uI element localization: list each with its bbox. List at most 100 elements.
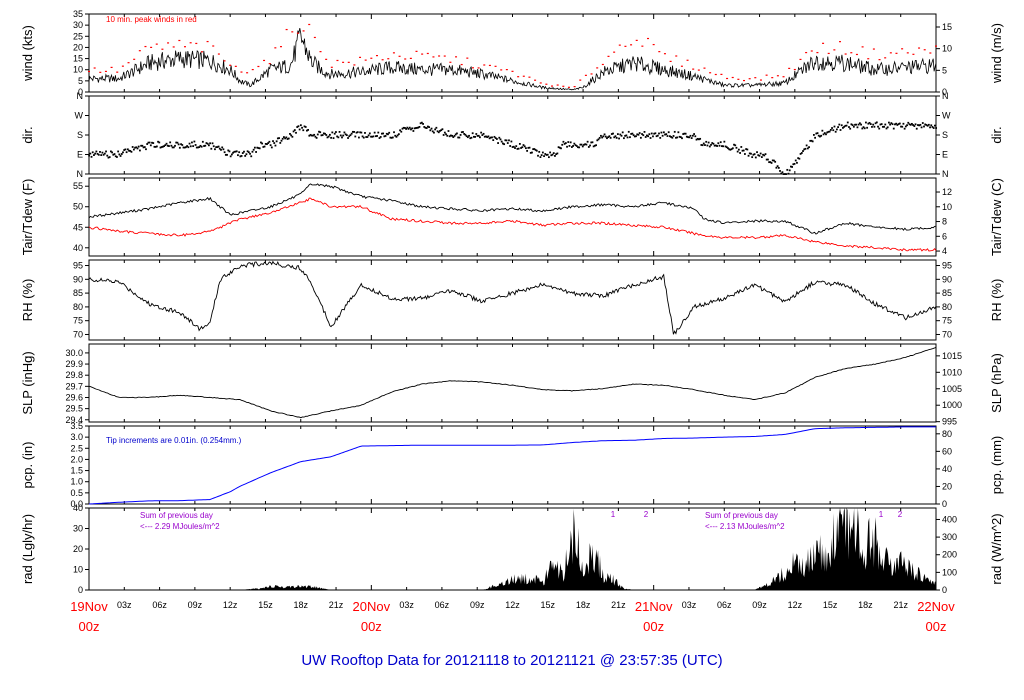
dir-point [912, 124, 915, 126]
dir-point [751, 156, 754, 159]
wind-ylabel-left: wind (kts) [20, 25, 35, 82]
dir-point [293, 129, 296, 131]
wind-peak-mark [567, 86, 570, 88]
dir-point [483, 135, 486, 138]
wind-peak-marks [88, 23, 937, 88]
rh-tick-left: 70 [73, 329, 83, 339]
wind-peak-mark [421, 53, 424, 55]
wind-peak-mark [296, 32, 299, 34]
dir-point [164, 144, 167, 147]
dir-point [253, 146, 256, 149]
wind-peak-mark [167, 42, 170, 44]
dir-point [532, 148, 535, 151]
dir-point [659, 136, 662, 139]
dir-point [528, 146, 531, 149]
dir-point [182, 146, 185, 149]
dir-point [197, 146, 199, 149]
dir-point [131, 146, 134, 148]
dir-point [777, 166, 780, 169]
dir-point [886, 126, 889, 129]
wind-tick-left: 25 [73, 31, 83, 41]
dir-point [776, 165, 779, 168]
wind-peak-mark [793, 68, 796, 71]
dir-point [802, 150, 804, 152]
wind-ylabel-right: wind (m/s) [989, 23, 1004, 84]
dir-point [821, 129, 824, 132]
dir-point [442, 134, 445, 136]
dir-point [119, 155, 122, 157]
x-tick-hour: 21z [611, 600, 626, 610]
wind-peak-mark [816, 51, 819, 54]
dir-point [867, 122, 870, 125]
dir-point [155, 145, 158, 148]
dir-point [596, 139, 599, 142]
dir-point [451, 134, 453, 137]
dir-point [610, 133, 613, 135]
dir-point [573, 142, 576, 145]
dir-point [481, 134, 484, 136]
wind-peak-mark [895, 52, 898, 54]
dir-point [763, 154, 766, 157]
dir-point [797, 157, 800, 160]
dir-point [855, 123, 858, 126]
dir-point [747, 154, 750, 157]
dir-point [516, 148, 519, 150]
dir-point [862, 126, 865, 129]
dir-point [888, 121, 890, 124]
dir-point [132, 148, 135, 151]
dir-point [90, 155, 93, 158]
wind-peak-mark [285, 28, 288, 31]
dir-point [441, 128, 444, 131]
dir-point [661, 134, 664, 137]
dir-point [457, 136, 460, 139]
dir-point [425, 127, 428, 129]
dir-point [560, 147, 562, 150]
slp-line [88, 346, 937, 419]
dir-point [626, 136, 629, 139]
dir-point [603, 133, 606, 136]
wind-peak-mark [319, 51, 322, 53]
dir-point [281, 137, 284, 140]
dir-point [492, 139, 495, 142]
dir-point [931, 126, 934, 128]
slp-tick-left: 30.0 [65, 348, 83, 358]
dir-point [658, 132, 660, 135]
x-tick-hour: 09z [188, 600, 203, 610]
dir-point [145, 148, 147, 151]
wind-peak-mark [291, 31, 294, 33]
wind-peak-mark [601, 63, 604, 66]
dir-point [497, 142, 499, 144]
dir-tick-left: S [77, 130, 83, 140]
rad-note-2a: Sum of previous day [705, 511, 778, 520]
pcp-tick-right: 20 [942, 481, 952, 491]
dir-point [539, 156, 542, 158]
pcp-tick-left: 3.0 [70, 432, 83, 442]
dir-point [433, 131, 435, 134]
wind-peak-mark [692, 68, 695, 70]
dir-point [191, 141, 193, 144]
rh-tick-right: 80 [942, 302, 952, 312]
dir-point [756, 151, 758, 154]
wind-peak-mark [906, 52, 909, 54]
dir-point [819, 135, 821, 138]
dir-point [466, 136, 469, 139]
x-tick-hour: 03z [682, 600, 697, 610]
dir-point [209, 142, 211, 145]
dir-point [153, 145, 156, 148]
dir-point [397, 133, 400, 136]
wind-peak-mark [460, 63, 463, 66]
dir-point [373, 131, 376, 134]
dir-point [405, 128, 408, 130]
dir-point [677, 131, 680, 134]
dir-point [646, 134, 648, 137]
dir-point [105, 150, 107, 153]
temp-tick-left: 40 [73, 243, 83, 253]
dir-point [782, 173, 785, 175]
dir-point [275, 140, 278, 143]
wind-peak-mark [404, 58, 407, 60]
rh-tick-left: 75 [73, 316, 83, 326]
dir-point [297, 125, 300, 128]
dir-point [482, 132, 485, 135]
dir-point [793, 162, 796, 165]
dir-point [866, 126, 869, 129]
